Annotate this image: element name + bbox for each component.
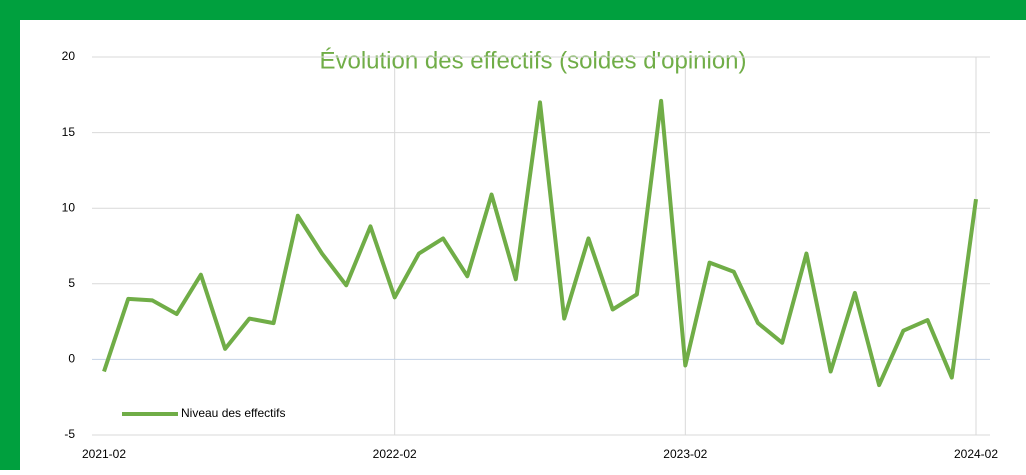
series-line <box>102 98 978 388</box>
y-tick-label: 5 <box>68 276 75 290</box>
y-tick-label: 0 <box>68 352 75 366</box>
panel <box>20 20 1026 470</box>
y-tick-label: 10 <box>62 200 76 214</box>
y-tick-label: 20 <box>62 49 76 63</box>
x-tick-label: 2021-02 <box>82 447 126 461</box>
x-tick-label: 2023-02 <box>663 447 707 461</box>
x-tick-label: 2022-02 <box>373 447 417 461</box>
y-tick-label: -5 <box>64 427 75 441</box>
x-tick-label: 2024-02 <box>954 447 998 461</box>
y-tick-label: 15 <box>62 125 76 139</box>
chart-title: Évolution des effectifs (soldes d'opinio… <box>319 47 746 74</box>
legend-label: Niveau des effectifs <box>181 406 286 420</box>
